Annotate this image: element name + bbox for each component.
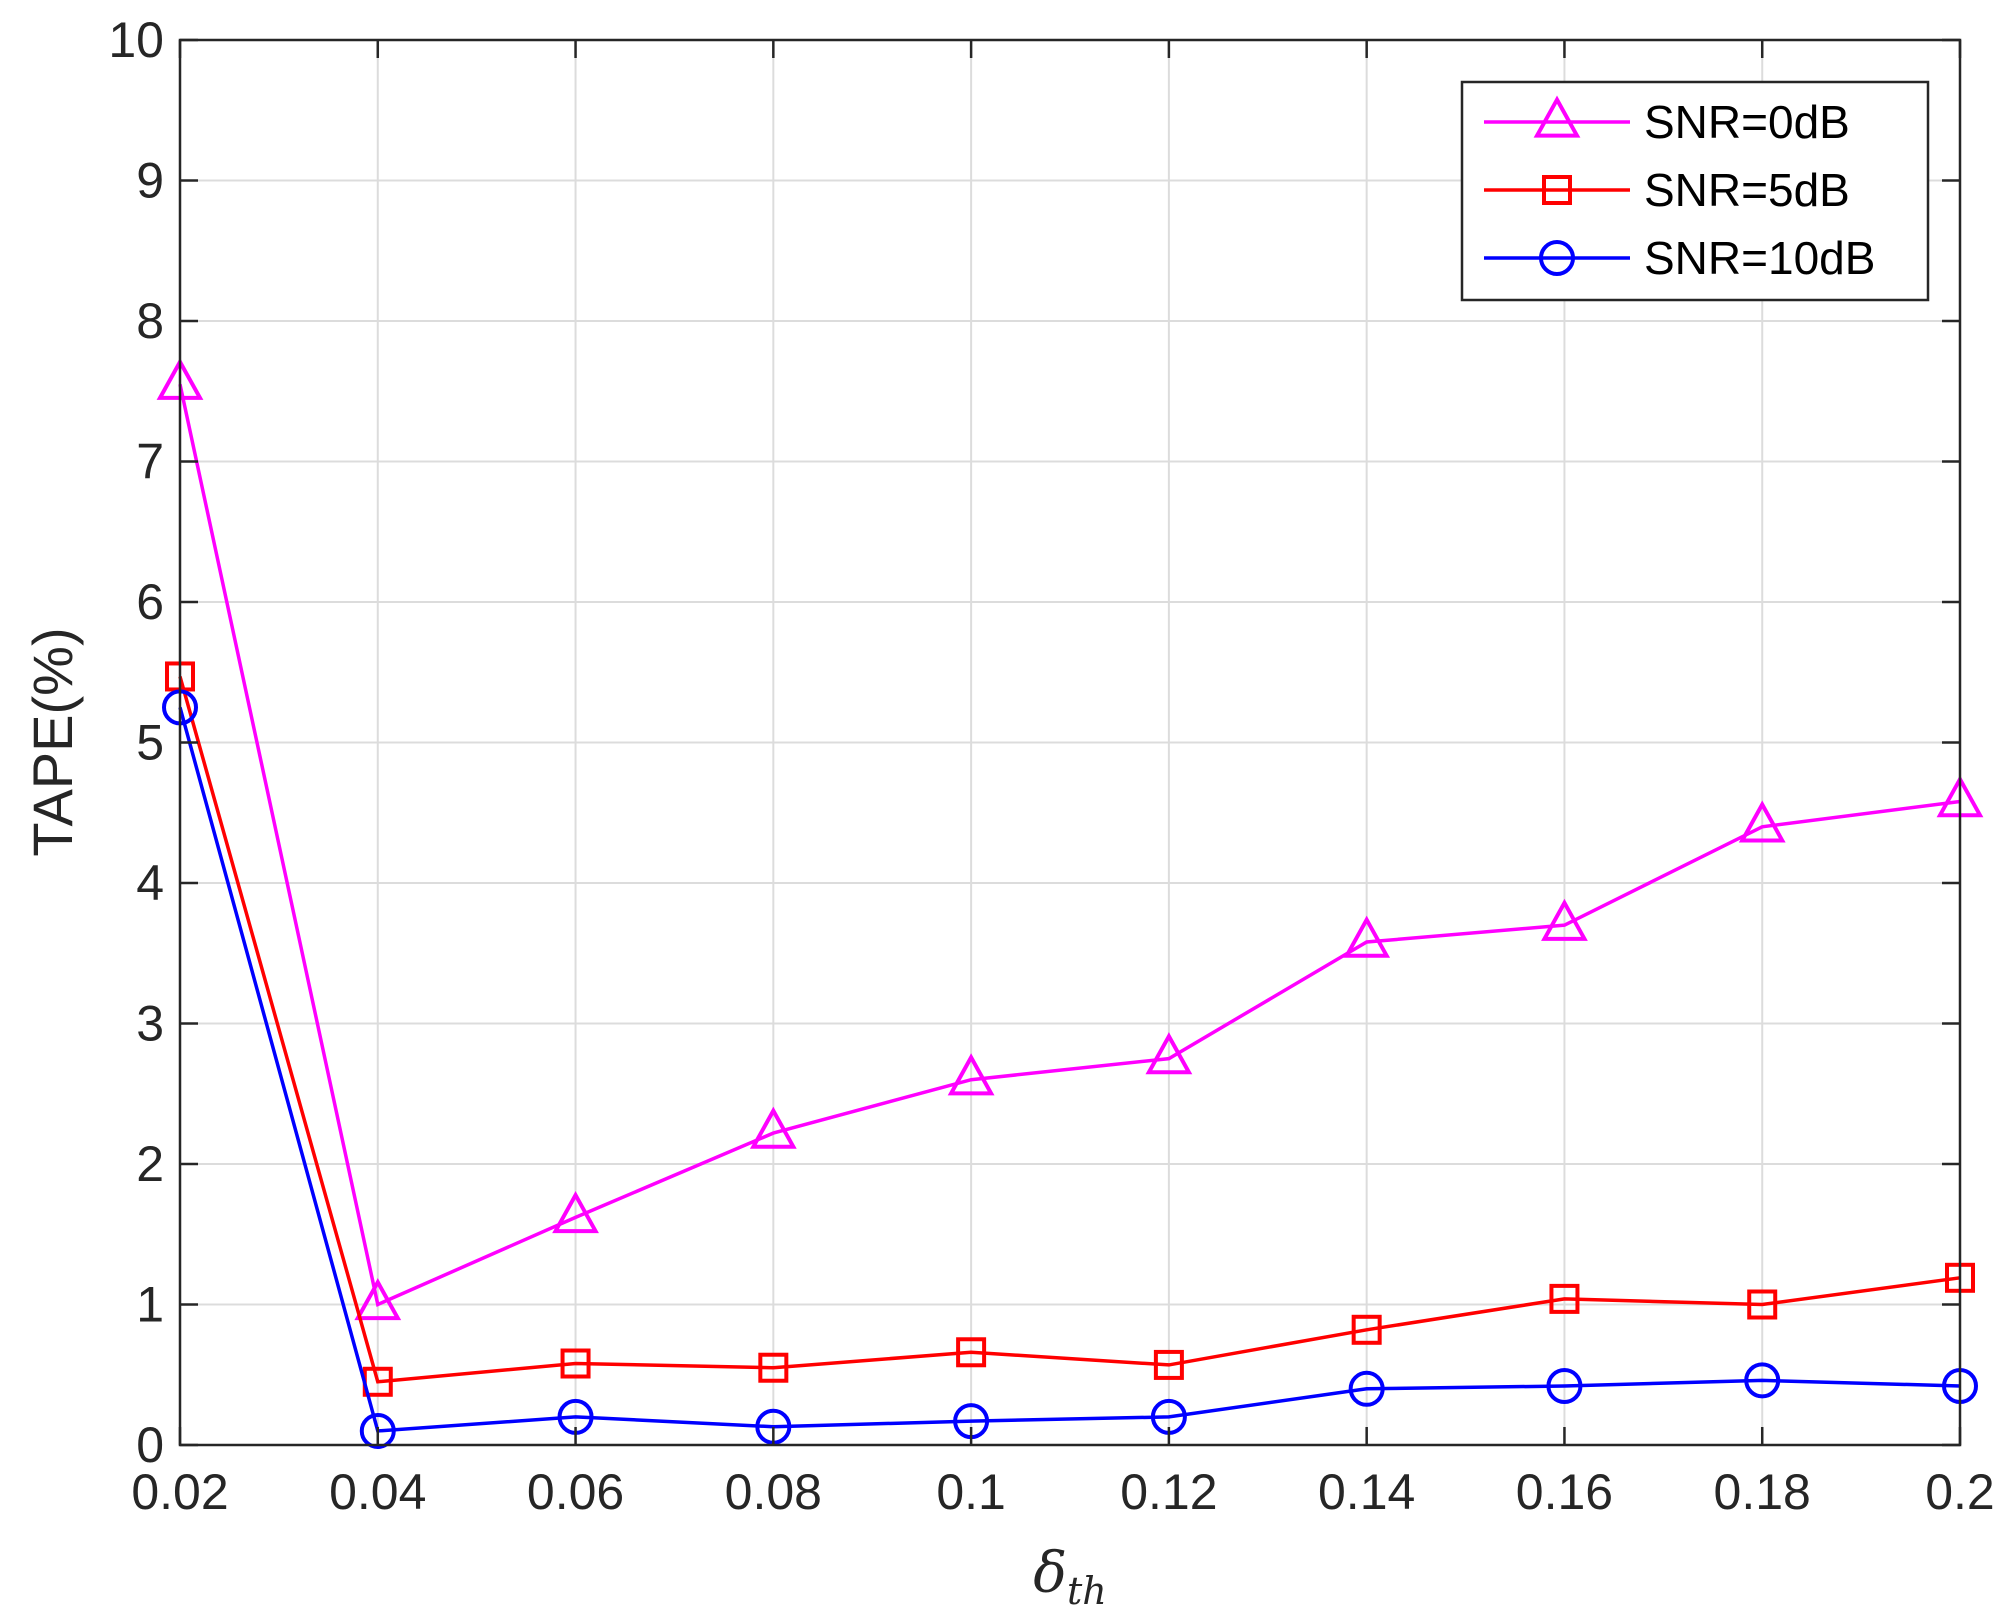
ticks [178,38,1962,1447]
y-axis-label: TAPE(%) [21,627,84,856]
tick-labels: 0.02 0.04 0.06 0.08 0.1 0.12 0.14 0.16 0.18 0.2 0 1… [108,12,1994,1520]
x-tick-label: 0.18 [1714,1464,1811,1520]
legend-label: SNR=10dB [1644,232,1875,284]
series-line [178,675,1961,1384]
y-tick-label: 4 [136,855,164,911]
data-point [1541,898,1588,941]
data-point [1546,1367,1583,1404]
series-line [178,383,1961,1307]
x-tick-label: 0.04 [329,1464,426,1520]
x-axis-label-main: δ [1033,1541,1067,1606]
legend-marker [1539,240,1575,276]
x-tick-label: 0.02 [131,1464,228,1520]
data-point [1549,1283,1580,1314]
y-tick-label: 7 [136,434,164,490]
legend-entry: SNR=10dB [1484,232,1875,284]
y-tick-label: 8 [136,293,164,349]
x-tick-label: 0.14 [1318,1464,1415,1520]
x-tick-label: 0.1 [936,1464,1006,1520]
legend-entry: SNR=5dB [1484,164,1850,216]
legend-entry: SNR=0dB [1484,95,1850,148]
x-tick-label: 0.08 [725,1464,822,1520]
x-tick-label: 0.2 [1925,1464,1995,1520]
legend-label: SNR=5dB [1644,164,1850,216]
x-tick-label: 0.12 [1120,1464,1217,1520]
y-tick-label: 1 [136,1277,164,1333]
y-tick-label: 0 [136,1417,164,1473]
data-point [1145,1032,1193,1075]
x-tick-label: 0.16 [1516,1464,1613,1520]
data-point [1153,1349,1184,1380]
y-tick-label: 10 [108,12,164,68]
y-tick-label: 5 [136,715,164,771]
data-point [1738,800,1786,843]
data-point [1747,1289,1778,1320]
data-point [1351,1314,1382,1345]
x-axis-label: δth [1033,1541,1106,1613]
legend-label: SNR=0dB [1644,96,1850,148]
x-tick-label: 0.06 [527,1464,624,1520]
legend-marker [1533,95,1581,138]
y-tick-label: 6 [136,574,164,630]
data-point [758,1352,789,1383]
data-point [956,1337,987,1368]
series-line [178,706,1961,1433]
data-point [1348,1370,1385,1407]
data-point [1744,1362,1781,1399]
legend-marker [1542,175,1572,205]
data-point [354,1278,402,1321]
data-point [359,1412,396,1449]
x-axis-label-subscript: th [1067,1569,1107,1613]
data-point [947,1053,995,1096]
y-tick-label: 3 [136,996,164,1052]
data-point [1343,915,1391,958]
y-tick-label: 2 [136,1136,164,1192]
data-point [560,1348,591,1379]
series-layer [156,357,1984,1449]
legend: SNR=0dB SNR=5dB SNR=10dB [1460,80,1930,302]
data-point [749,1106,797,1149]
data-point [552,1190,599,1234]
y-tick-label: 9 [136,153,164,209]
